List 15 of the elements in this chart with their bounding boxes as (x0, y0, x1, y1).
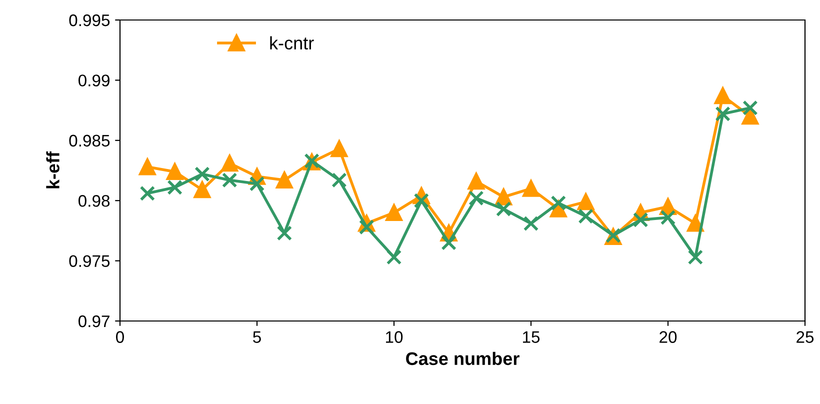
y-tick-label: 0.98 (78, 195, 110, 207)
x-tick-label: 0 (116, 331, 124, 343)
x-tick-label: 20 (660, 331, 677, 343)
y-tick-label: 0.97 (78, 315, 110, 328)
y-tick-label: 0.99 (78, 74, 110, 86)
x-tick-label: 25 (796, 331, 814, 343)
y-tick-label: 0.995 (69, 14, 110, 26)
y-axis-title: k-eff (46, 151, 60, 188)
y-tick-label: 0.975 (69, 255, 110, 268)
legend-label: k-cntr (270, 36, 314, 50)
x-axis-title: Case number (406, 352, 520, 366)
y-tick-label: 0.985 (69, 134, 110, 147)
x-tick-label: 10 (386, 331, 403, 343)
x-tick-label: 15 (523, 331, 540, 343)
x-tick-label: 5 (253, 331, 261, 343)
